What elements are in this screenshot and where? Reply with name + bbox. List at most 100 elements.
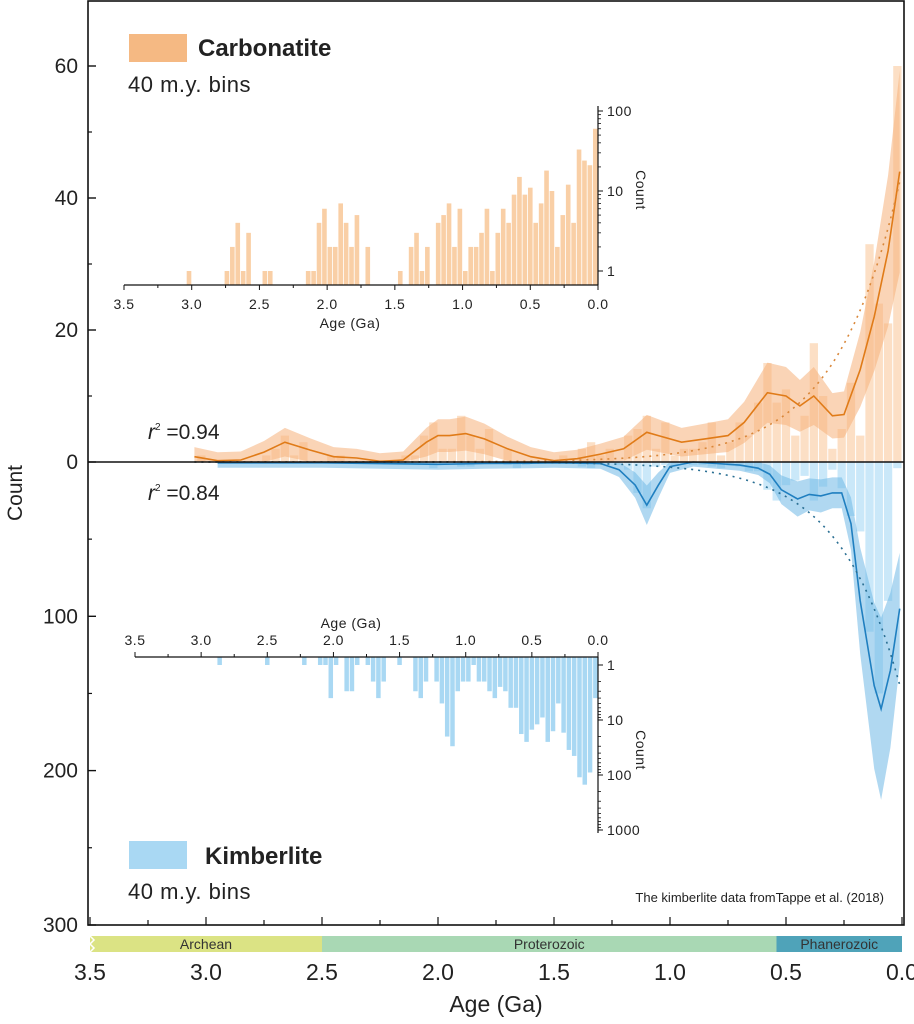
- svg-text:r2 =0.84: r2 =0.84: [148, 482, 220, 505]
- kimberlite-bar: [856, 462, 865, 532]
- kimberlite-inset-bar: [434, 657, 439, 682]
- carbonatite-inset-bar: [549, 191, 555, 285]
- kimb-inset-y-tick-label: 10: [607, 712, 624, 728]
- carbonatite-inset-bar: [262, 271, 268, 285]
- kimberlite-inset-bar: [302, 657, 307, 665]
- y-tick-label: 100: [43, 605, 78, 628]
- kimberlite-bar: [781, 462, 791, 486]
- x-tick-label: 1.0: [654, 959, 686, 985]
- kimberlite-inset-bar: [534, 657, 540, 725]
- carb-inset-y-tick-label: 100: [607, 103, 632, 119]
- carbonatite-inset-bar: [414, 232, 419, 285]
- kimberlite-legend-swatch: [129, 841, 187, 869]
- kimb-inset-x-tick-label: 1.0: [455, 632, 476, 648]
- carbonatite-inset-bar: [240, 271, 246, 285]
- kimberlite-inset-bar: [344, 657, 349, 692]
- carbonatite-inset-bar: [565, 184, 571, 285]
- kimb-inset-x-tick-label: 2.5: [257, 632, 278, 648]
- carbonatite-inset-bar: [327, 246, 333, 285]
- carbonatite-inset-bar: [246, 232, 251, 285]
- kimberlite-inset-bar: [333, 657, 339, 665]
- kimb-inset-x-tick-label: 0.0: [588, 632, 609, 648]
- carb-inset-x-tick-label: 3.5: [114, 296, 135, 312]
- kimberlite-bar: [661, 462, 670, 466]
- kimberlite-inset-bar: [503, 657, 508, 692]
- carbonatite-inset-bar: [349, 246, 354, 285]
- carbonatite-bar: [828, 448, 837, 462]
- kimberlite-bar: [893, 462, 902, 469]
- carbonatite-inset-bar: [479, 232, 484, 285]
- carb-inset-ylabel: Count: [633, 170, 649, 210]
- carbonatite-confidence-band: [194, 70, 900, 463]
- smooth-lines: [194, 171, 901, 712]
- kimberlite-bar: [624, 462, 633, 470]
- kimb-inset-x-tick-label: 3.0: [191, 632, 212, 648]
- carbonatite-inset-bar: [468, 246, 474, 285]
- carbonatite-legend-label: Carbonatite: [198, 35, 331, 62]
- y-tick-label: 40: [55, 187, 78, 210]
- carbonatite-inset-bar: [408, 246, 414, 285]
- kimberlite-inset-bar: [487, 657, 492, 692]
- kimberlite-bar: [828, 462, 837, 470]
- insets: 3.5 3.0 2.5 2.0 1.5 1.0 0.5 0.0 1 10 100 3.5 3.0 2.5 2…: [114, 103, 640, 838]
- carbonatite-inset-bar: [571, 222, 576, 285]
- y-tick-label: 60: [55, 55, 78, 78]
- carbonatite-inset-bar: [332, 246, 338, 285]
- kimberlite-inset-bar: [265, 657, 270, 665]
- kimberlite-inset-bar: [365, 657, 371, 665]
- carbonatite-inset-bar: [311, 271, 316, 285]
- carbonatite-bar: [754, 402, 763, 462]
- carbonatite-bar: [772, 402, 781, 462]
- carbonatite-inset-bar: [511, 194, 517, 285]
- carbonatite-inset-bar: [343, 222, 349, 285]
- kimberlite-inset-bar: [217, 657, 222, 665]
- carbonatite-inset-bar: [473, 246, 479, 285]
- kimberlite-inset-bar: [376, 657, 381, 699]
- carbonatite-inset-bar: [354, 215, 360, 285]
- kimberlite-inset-bar: [519, 657, 524, 735]
- carbonatite-inset-bar: [522, 194, 528, 285]
- kimberlite-inset-bar: [328, 657, 334, 699]
- kimberlite-inset-bar: [540, 657, 545, 718]
- carbonatite-inset-bar: [506, 222, 511, 285]
- carbonatite-bar: [781, 389, 791, 462]
- kimberlite-inset-bar: [471, 657, 476, 665]
- kimberlite-bar: [791, 462, 800, 481]
- carb-inset-x-tick-label: 0.5: [520, 296, 541, 312]
- carbonatite-bar: [290, 455, 299, 462]
- era-proterozoic: [322, 936, 777, 952]
- kimberlite-inset-bar: [492, 657, 498, 699]
- kimberlite-bar: [846, 462, 856, 517]
- carbonatite-r2-label: r2 =0.94: [148, 421, 220, 444]
- kimberlite-bar: [883, 462, 893, 601]
- carbonatite-bar: [800, 415, 809, 462]
- x-tick-label: 0.0: [886, 959, 914, 985]
- era-label-phanerozoic: Phanerozoic: [800, 936, 878, 952]
- carbonatite-inset-bar: [365, 246, 371, 285]
- era-label-proterozoic: Proterozoic: [514, 936, 585, 952]
- era-break-mark: [88, 935, 96, 953]
- carbonatite-inset-bar: [462, 271, 468, 285]
- kimberlite-inset-bar: [571, 657, 577, 756]
- kimberlite-inset-bar: [593, 657, 598, 699]
- svg-text:r2 =0.94: r2 =0.94: [148, 421, 220, 444]
- era-label-archean: Archean: [180, 936, 232, 952]
- x-tick-label: 3.0: [190, 959, 222, 985]
- era-archean: [90, 936, 322, 952]
- carbonatite-inset-bar: [186, 271, 192, 285]
- carb-inset-x-tick-label: 2.5: [249, 296, 270, 312]
- kimberlite-legend-label: Kimberlite: [205, 843, 322, 870]
- x-tick-label: 3.5: [74, 959, 106, 985]
- carbonatite-inset-bar: [500, 208, 506, 285]
- carbonatite-inset-bar: [555, 246, 560, 285]
- carb-inset-x-tick-label: 1.5: [384, 296, 405, 312]
- kimberlite-bar: [651, 462, 661, 467]
- x-tick-label: 1.5: [538, 959, 570, 985]
- carbonatite-inset-bar: [544, 170, 549, 285]
- carbonatite-bar: [689, 448, 698, 462]
- carbonatite-inset-bar: [305, 271, 311, 285]
- carbonatite-inset-bar: [517, 176, 522, 285]
- y-axis-label: Count: [4, 465, 27, 521]
- kimberlite-inset-bar: [587, 657, 593, 773]
